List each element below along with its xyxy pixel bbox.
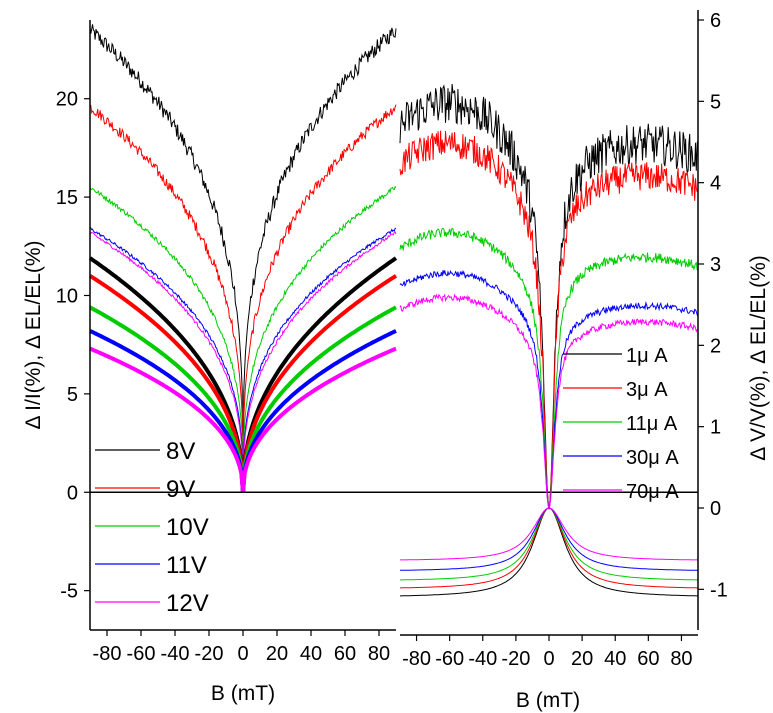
- right-x-axis-label: B (mT): [516, 689, 580, 712]
- right-xtick-label: -80: [402, 648, 431, 670]
- series-el-70μ A: [399, 293, 699, 510]
- left-x-axis-label: B (mT): [211, 682, 275, 705]
- right-xtick-label: -60: [435, 648, 464, 670]
- left-xtick-label: -80: [93, 643, 122, 665]
- right-ytick-label: 3: [710, 254, 721, 276]
- right-ytick-label: -1: [710, 579, 728, 601]
- right-ytick-label: 1: [710, 417, 721, 439]
- left-ytick-label: 10: [56, 285, 78, 307]
- series-v-3μ A: [400, 507, 698, 589]
- right-axes: -1 0 1 2 3 4 5 6 -80 -60 -40 -20 0 20 40 60 80: [400, 10, 728, 670]
- left-xtick-label: -60: [127, 643, 156, 665]
- left-xtick-label: 40: [300, 643, 322, 665]
- right-ytick-label: 0: [710, 498, 721, 520]
- left-panel: -5 0 5 10 15 20 -80 -60 -40 -20 0 20 40 60 80 8V 9V 10V 1…: [56, 20, 698, 665]
- legend-left-label: 11V: [166, 552, 207, 579]
- right-xtick-label: 20: [571, 648, 593, 670]
- series-v-30μ A: [400, 507, 698, 571]
- left-xtick-label: -40: [161, 643, 190, 665]
- right-xtick-label: -20: [501, 648, 530, 670]
- right-xtick-label: 40: [604, 648, 626, 670]
- right-legend: 1μ A 3μ A 11μ A 30μ A 70μ A: [563, 345, 679, 503]
- left-xtick-label: 80: [368, 643, 390, 665]
- legend-left-label: 10V: [166, 514, 209, 541]
- right-xtick-label: -40: [468, 648, 497, 670]
- right-y-axis-label: Δ V/V(%), Δ EL/EL(%): [747, 255, 770, 460]
- series-v-70μ A: [400, 507, 698, 561]
- legend-right-label: 3μ A: [626, 379, 668, 401]
- left-ytick-label: -5: [60, 581, 78, 603]
- right-ytick-label: 5: [710, 91, 721, 113]
- series-v-1μ A: [400, 507, 698, 597]
- right-xtick-label: 0: [543, 648, 554, 670]
- left-ytick-label: 5: [67, 384, 78, 406]
- left-axes: -5 0 5 10 15 20 -80 -60 -40 -20 0 20 40 60 80: [56, 20, 698, 665]
- left-xtick-label: 60: [334, 643, 356, 665]
- legend-right-label: 30μ A: [626, 447, 679, 469]
- legend-left-label: 9V: [166, 476, 195, 503]
- left-xtick-label: -20: [195, 643, 224, 665]
- right-curves: [399, 83, 699, 597]
- right-xtick-label: 80: [670, 648, 692, 670]
- left-y-axis-label: Δ I/I(%), Δ EL/EL(%): [22, 240, 45, 429]
- legend-right-label: 70μ A: [626, 481, 679, 503]
- left-ytick-label: 20: [56, 89, 78, 111]
- right-ytick-label: 6: [710, 10, 721, 32]
- legend-right-label: 11μ A: [626, 413, 678, 435]
- left-curves: [88, 24, 398, 493]
- legend-left-label: 12V: [166, 590, 209, 617]
- right-ytick-label: 4: [710, 173, 721, 195]
- legend-left-label: 8V: [166, 438, 195, 465]
- right-ytick-label: 2: [710, 335, 721, 357]
- left-ytick-label: 0: [67, 482, 78, 504]
- left-ytick-label: 15: [56, 187, 78, 209]
- left-xtick-label: 0: [237, 643, 248, 665]
- legend-right-label: 1μ A: [626, 345, 668, 367]
- right-xtick-label: 60: [637, 648, 659, 670]
- left-legend: 8V 9V 10V 11V 12V: [95, 438, 209, 617]
- left-xtick-label: 20: [266, 643, 288, 665]
